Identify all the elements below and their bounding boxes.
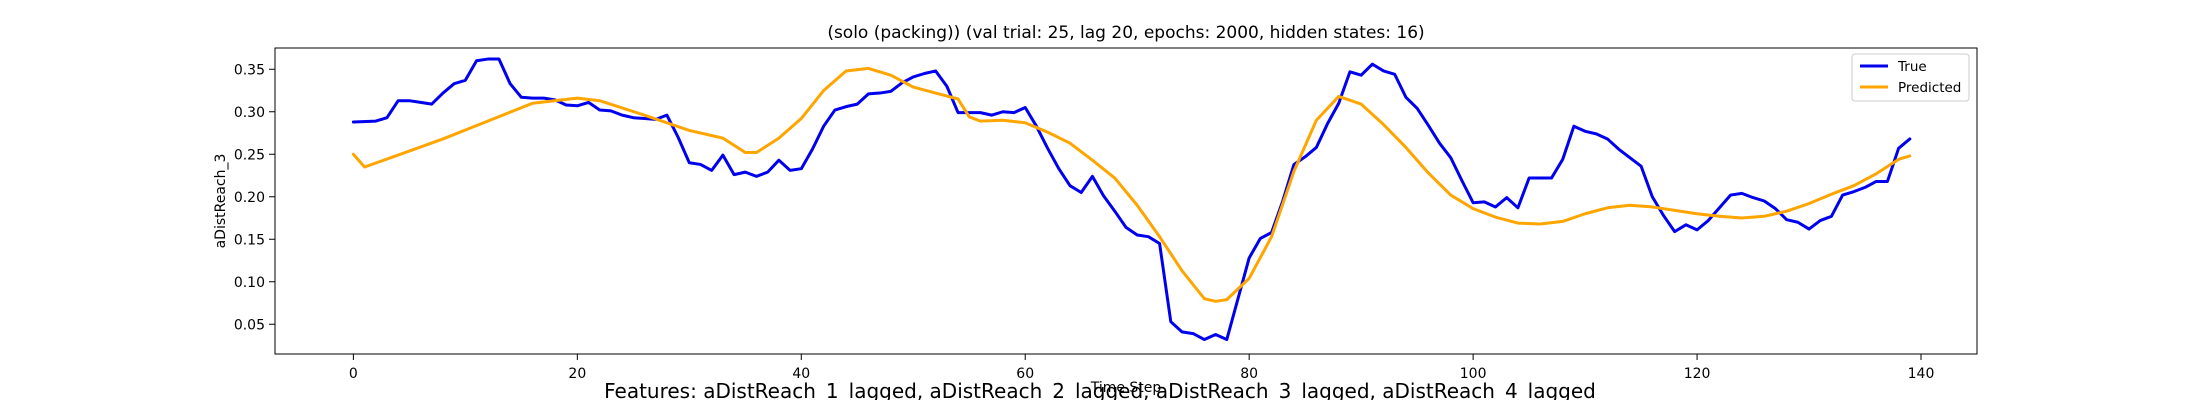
x-tick-label: 120: [1684, 366, 1711, 382]
y-tick-label: 0.25: [234, 147, 265, 163]
y-tick-label: 0.05: [234, 317, 265, 333]
y-axis-label: aDistReach_3: [213, 154, 229, 249]
plot-area: [274, 47, 1978, 355]
x-axis: 0 20 40 60 80 100 120 140: [349, 354, 1934, 382]
x-axis-label: Time Step: [1090, 380, 1162, 396]
y-tick-label: 0.35: [234, 62, 265, 78]
x-tick-label: 60: [1016, 366, 1034, 382]
x-tick-label: 140: [1908, 366, 1935, 382]
y-tick-label: 0.10: [234, 275, 265, 291]
series-line-predicted: [351, 66, 1912, 303]
features-caption: Features: aDistReach_1_lagged, aDistReac…: [604, 379, 1596, 400]
x-tick-label: 20: [568, 366, 586, 382]
y-tick-label: 0.30: [234, 105, 265, 121]
legend-label-predicted: Predicted: [1898, 80, 1961, 96]
chart-title: (solo (packing)) (val trial: 25, lag 20,…: [827, 23, 1424, 43]
x-tick-label: 40: [792, 366, 810, 382]
x-tick-label: 80: [1240, 366, 1258, 382]
y-tick-label: 0.20: [234, 190, 265, 206]
legend-label-true: True: [1897, 59, 1927, 75]
y-tick-label: 0.15: [234, 232, 265, 248]
series-layer: [351, 57, 1912, 342]
legend: True Predicted: [1851, 53, 1970, 102]
series-line-true: [351, 57, 1912, 342]
x-tick-label: 0: [349, 366, 358, 382]
y-axis: 0.05 0.10 0.15 0.20 0.25 0.30 0.35: [234, 62, 275, 333]
x-tick-label: 100: [1460, 366, 1487, 382]
